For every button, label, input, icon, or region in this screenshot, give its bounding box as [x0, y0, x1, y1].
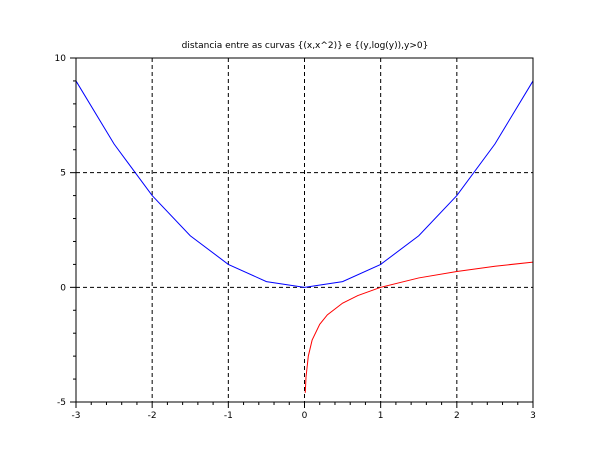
- x-tick-label: -2: [148, 411, 157, 421]
- x-tick-label: -1: [224, 411, 233, 421]
- series-layer: [75, 80, 534, 393]
- axes: -3 -2 -1 0 1 2 3 -5 0 5 10: [55, 54, 536, 421]
- y-tick-label: 0: [60, 283, 66, 293]
- series-line-1: [75, 80, 534, 288]
- x-tick-label: 2: [454, 411, 460, 421]
- x-tick-label: -3: [72, 411, 81, 421]
- x-tick-label: 3: [530, 411, 536, 421]
- y-tick-label: 10: [55, 54, 67, 64]
- series-line-2: [304, 261, 534, 393]
- x-tick-label: 0: [302, 411, 308, 421]
- y-tick-label: -5: [57, 398, 66, 408]
- chart-title: distancia entre as curvas {(x,x^2)} e {(…: [182, 41, 429, 51]
- x-tick-label: 1: [378, 411, 384, 421]
- grid: [76, 58, 533, 402]
- y-tick-label: 5: [60, 169, 66, 179]
